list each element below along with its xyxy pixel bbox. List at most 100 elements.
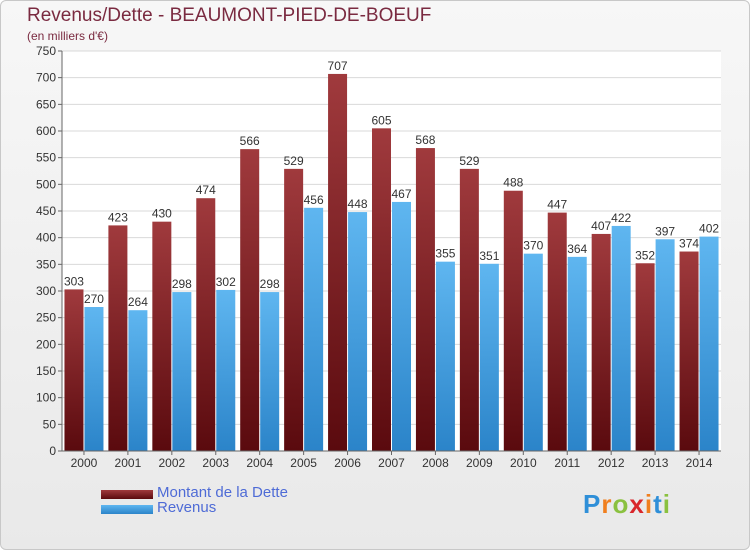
- x-tick-label: 2003: [202, 456, 229, 470]
- x-tick-label: 2012: [598, 456, 625, 470]
- y-tick-label: 450: [36, 204, 56, 218]
- bar-debt: [372, 128, 391, 451]
- data-label-debt: 566: [240, 134, 260, 148]
- y-tick-label: 250: [36, 311, 56, 325]
- data-label-debt: 303: [64, 274, 84, 288]
- bar-debt: [152, 221, 172, 451]
- bar-debt: [679, 251, 699, 451]
- bar-revenue: [260, 292, 280, 451]
- bar-revenue: [567, 256, 587, 451]
- data-label-revenue: 302: [216, 275, 236, 289]
- bar-debt: [547, 212, 567, 451]
- x-tick-label: 2000: [71, 456, 98, 470]
- y-tick-label: 550: [36, 151, 56, 165]
- data-label-debt: 707: [328, 59, 348, 73]
- data-label-debt: 352: [635, 248, 655, 262]
- logo-letter: t: [653, 489, 663, 519]
- data-label-debt: 447: [547, 198, 567, 212]
- legend-label-debt: Montant de la Dette: [157, 484, 288, 501]
- logo-letter: i: [644, 489, 654, 519]
- y-tick-label: 200: [36, 337, 56, 351]
- legend-swatch-revenue: [101, 505, 153, 514]
- x-tick-label: 2004: [246, 456, 273, 470]
- data-label-revenue: 448: [348, 197, 368, 211]
- y-tick-label: 650: [36, 97, 56, 111]
- bar-debt: [108, 225, 128, 451]
- data-label-debt: 568: [415, 133, 435, 147]
- x-tick-label: 2011: [554, 456, 580, 470]
- x-tick-label: 2007: [378, 456, 405, 470]
- y-tick-label: 700: [36, 71, 56, 85]
- data-label-revenue: 270: [84, 292, 104, 306]
- data-label-debt: 488: [503, 176, 523, 190]
- data-label-revenue: 364: [567, 242, 587, 256]
- plot-area: [62, 51, 721, 451]
- bar-revenue: [392, 201, 411, 451]
- data-label-debt: 474: [196, 183, 216, 197]
- bar-revenue: [479, 263, 499, 451]
- y-tick-label: 0: [49, 444, 56, 458]
- y-tick-label: 150: [36, 364, 56, 378]
- logo-letter: i: [662, 489, 671, 519]
- bar-revenue: [216, 289, 236, 451]
- bar-revenue: [84, 307, 104, 451]
- bar-revenue: [435, 261, 455, 451]
- x-tick-label: 2013: [642, 456, 669, 470]
- logo-letter: r: [601, 489, 613, 519]
- logo-letter: x: [629, 489, 645, 519]
- x-tick-label: 2006: [334, 456, 361, 470]
- data-label-revenue: 351: [479, 249, 499, 263]
- data-label-debt: 529: [459, 154, 479, 168]
- bar-revenue: [699, 236, 719, 451]
- data-label-revenue: 355: [435, 247, 455, 261]
- data-label-debt: 430: [152, 207, 172, 221]
- bar-revenue: [523, 253, 543, 451]
- x-tick-label: 2010: [510, 456, 537, 470]
- chart-subtitle: (en milliers d'€): [27, 29, 108, 43]
- y-tick-label: 350: [36, 257, 56, 271]
- data-label-revenue: 402: [699, 222, 719, 236]
- y-tick-label: 750: [36, 44, 56, 58]
- proxiti-logo: Proxiti: [583, 489, 671, 520]
- bar-debt: [240, 149, 260, 451]
- y-tick-label: 400: [36, 231, 56, 245]
- x-tick-label: 2014: [686, 456, 713, 470]
- data-label-revenue: 370: [523, 239, 543, 253]
- y-tick-label: 50: [43, 417, 57, 431]
- y-tick-label: 100: [36, 391, 56, 405]
- data-label-revenue: 397: [655, 224, 675, 238]
- data-label-revenue: 298: [172, 277, 192, 291]
- legend-label-revenue: Revenus: [157, 499, 217, 516]
- bar-debt: [503, 190, 523, 451]
- data-label-debt: 407: [591, 219, 611, 233]
- data-label-debt: 605: [371, 113, 391, 127]
- bar-debt: [64, 289, 84, 451]
- bar-debt: [415, 148, 435, 452]
- data-label-debt: 374: [679, 237, 699, 251]
- data-label-debt: 529: [284, 154, 304, 168]
- x-tick-label: 2001: [115, 456, 142, 470]
- bar-debt: [635, 263, 655, 451]
- data-label-revenue: 456: [304, 193, 324, 207]
- legend-swatch-debt: [101, 490, 153, 499]
- bar-revenue: [128, 310, 148, 451]
- data-label-revenue: 298: [260, 277, 280, 291]
- x-tick-label: 2009: [466, 456, 493, 470]
- data-label-revenue: 422: [611, 211, 631, 225]
- bar-debt: [328, 73, 348, 451]
- data-label-revenue: 264: [128, 295, 148, 309]
- bar-debt: [196, 198, 216, 451]
- data-label-debt: 423: [108, 210, 128, 224]
- logo-letter: o: [612, 489, 630, 519]
- logo-letter: P: [583, 489, 602, 519]
- bar-revenue: [348, 212, 368, 451]
- y-tick-label: 300: [36, 284, 56, 298]
- bar-debt: [459, 168, 479, 451]
- bar-debt: [284, 168, 304, 451]
- bar-revenue: [304, 207, 324, 451]
- bar-revenue: [655, 239, 675, 451]
- bar-revenue: [611, 225, 631, 451]
- chart-title: Revenus/Dette - BEAUMONT-PIED-DE-BOEUF: [27, 5, 432, 26]
